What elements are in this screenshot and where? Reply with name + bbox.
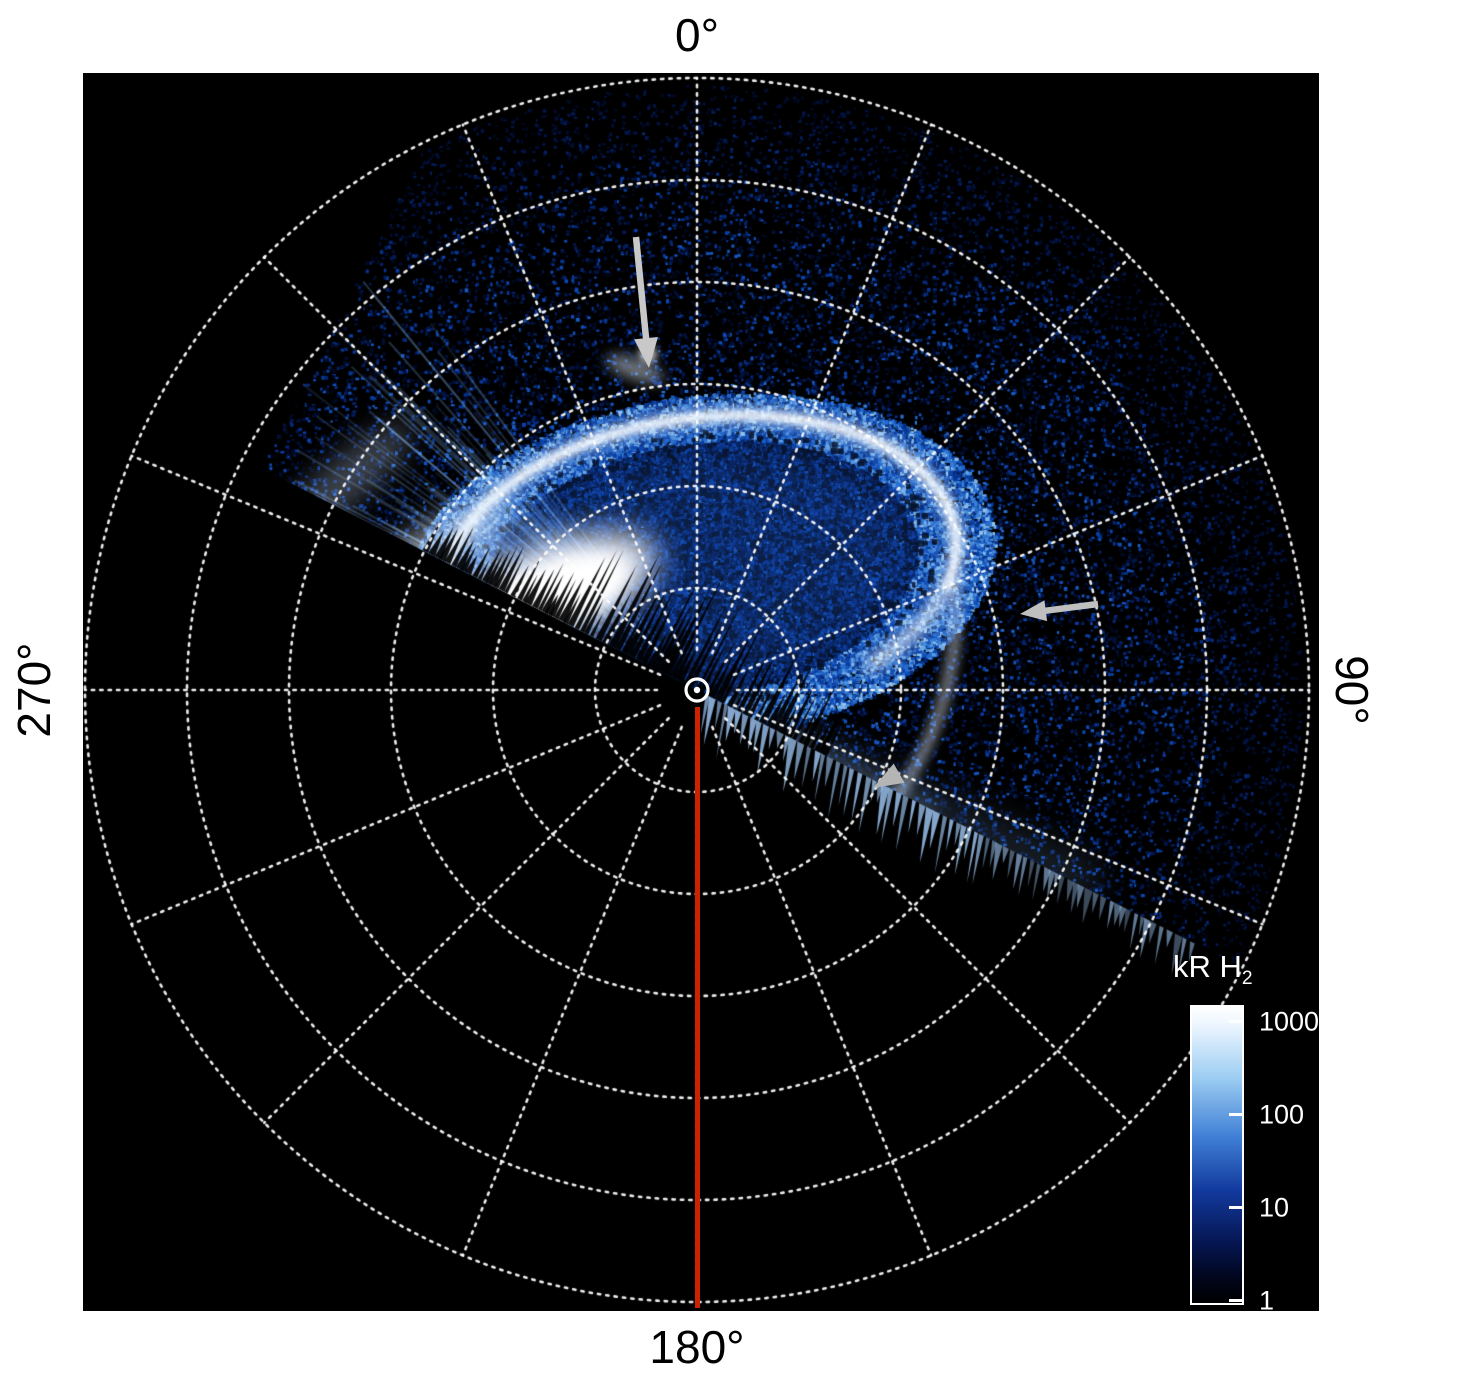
colorbar-title: kR H2 xyxy=(1173,949,1343,990)
colorbar-tick-label: 1 xyxy=(1259,1285,1274,1316)
colorbar-title-subscript: 2 xyxy=(1242,968,1253,989)
colorbar-tick-label: 1000 xyxy=(1259,1006,1319,1037)
colorbar-tick-label: 100 xyxy=(1259,1099,1304,1130)
colorbar-title-text: kR H xyxy=(1173,949,1242,984)
colorbar-tick-mark xyxy=(1229,1113,1242,1116)
aurora-polar-heatmap xyxy=(83,73,1319,1311)
colorbar-tick-mark xyxy=(1229,1299,1242,1302)
colorbar-gradient-bar xyxy=(1190,1005,1244,1305)
angle-label-0: 0° xyxy=(675,8,719,62)
colorbar-tick-label: 10 xyxy=(1259,1192,1289,1223)
plot-area: kR H2 1000 100 10 1 xyxy=(83,73,1319,1311)
colorbar-tick-mark xyxy=(1229,1020,1242,1023)
angle-label-90: 90° xyxy=(1325,655,1379,725)
colorbar-tick-mark xyxy=(1229,1206,1242,1209)
angle-label-270: 270° xyxy=(7,642,61,737)
angle-label-180: 180° xyxy=(649,1320,744,1374)
